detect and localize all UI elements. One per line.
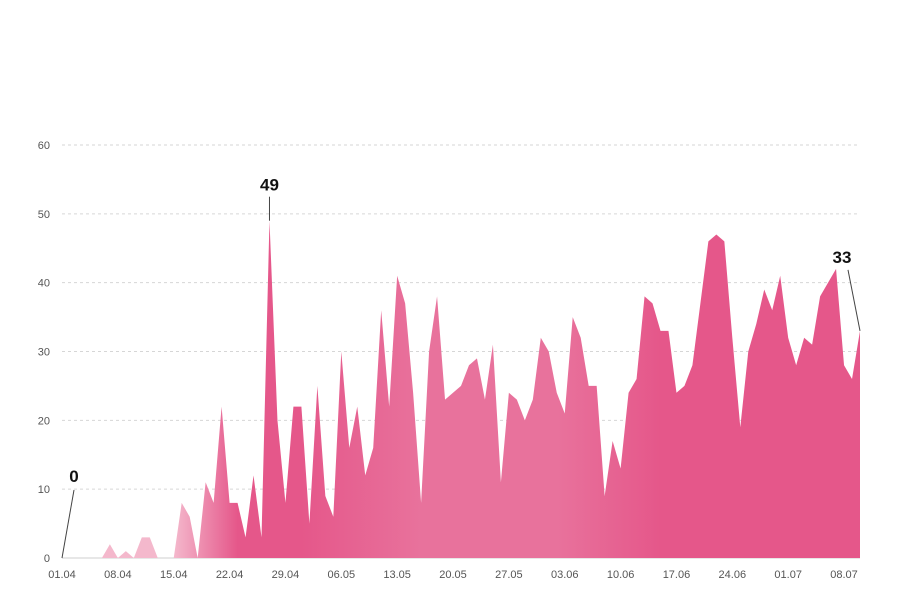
callout-label: 33 xyxy=(833,248,852,267)
x-tick-label: 27.05 xyxy=(495,569,523,581)
y-tick-label: 60 xyxy=(38,140,50,152)
area-series xyxy=(62,220,860,558)
x-tick-label: 29.04 xyxy=(272,569,300,581)
x-tick-label: 20.05 xyxy=(439,569,467,581)
y-tick-label: 50 xyxy=(38,209,50,221)
y-tick-label: 30 xyxy=(38,347,50,359)
y-tick-label: 40 xyxy=(38,278,50,290)
callout-leader xyxy=(61,489,75,559)
callout-label: 49 xyxy=(260,176,279,195)
x-tick-label: 01.07 xyxy=(774,569,802,581)
x-axis-ticks: 01.04 08.04 15.04 22.04 29.04 06.05 13.05 20.05… xyxy=(48,569,858,581)
annotations: 0 49 33 xyxy=(61,176,861,559)
x-tick-label: 06.05 xyxy=(328,569,356,581)
x-tick-label: 08.04 xyxy=(104,569,132,581)
x-tick-label: 03.06 xyxy=(551,569,579,581)
y-tick-label: 0 xyxy=(44,553,50,565)
callout-leader xyxy=(847,269,861,331)
x-tick-label: 22.04 xyxy=(216,569,244,581)
x-tick-label: 13.05 xyxy=(383,569,411,581)
x-tick-label: 24.06 xyxy=(719,569,747,581)
x-tick-label: 15.04 xyxy=(160,569,188,581)
x-tick-label: 08.07 xyxy=(830,569,858,581)
y-tick-label: 20 xyxy=(38,415,50,427)
y-tick-label: 10 xyxy=(38,484,50,496)
y-axis-ticks: 0 10 20 30 40 50 60 xyxy=(38,140,50,565)
area-series-path xyxy=(62,220,860,558)
x-tick-label: 01.04 xyxy=(48,569,76,581)
callout-label: 0 xyxy=(69,467,78,486)
x-tick-label: 17.06 xyxy=(663,569,691,581)
x-tick-label: 10.06 xyxy=(607,569,635,581)
